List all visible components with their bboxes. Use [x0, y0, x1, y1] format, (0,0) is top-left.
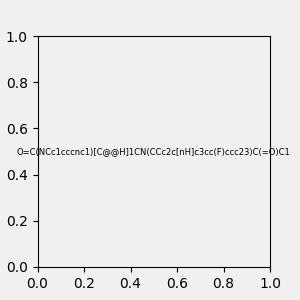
- Text: O=C(NCc1cccnc1)[C@@H]1CN(CCc2c[nH]c3cc(F)ccc23)C(=O)C1: O=C(NCc1cccnc1)[C@@H]1CN(CCc2c[nH]c3cc(F…: [17, 147, 291, 156]
